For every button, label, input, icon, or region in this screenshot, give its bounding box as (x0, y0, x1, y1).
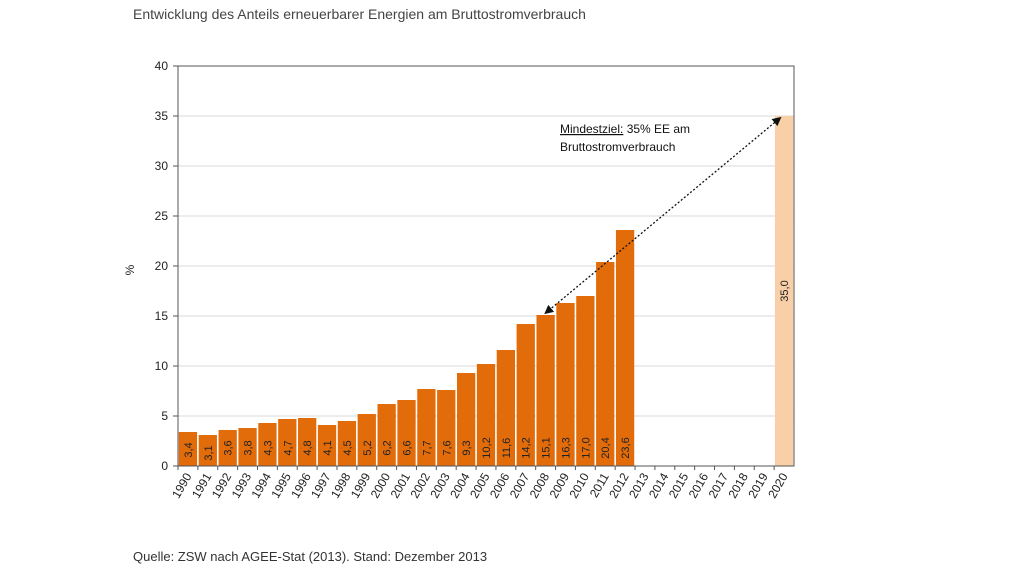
bar-1990 (178, 432, 198, 466)
bar-2005 (476, 364, 496, 466)
bar-value-label: 3,4 (183, 442, 195, 457)
bar-1999 (357, 414, 376, 466)
y-tick-label: 30 (155, 159, 169, 173)
bar-2003 (437, 390, 456, 466)
bar-value-label: 7,6 (441, 440, 453, 455)
bar-value-label: 9,3 (461, 440, 473, 455)
y-tick-label: 5 (161, 409, 168, 423)
x-tick-label: 2015 (666, 470, 692, 500)
y-tick-label: 25 (155, 209, 169, 223)
bar-1994 (258, 423, 277, 466)
x-tick-label: 2003 (427, 470, 453, 500)
x-tick-label: 2008 (527, 470, 553, 500)
bar-value-label: 7,7 (421, 440, 433, 455)
y-tick-label: 20 (155, 259, 169, 273)
y-tick-label: 35 (155, 109, 169, 123)
bar-2001 (397, 400, 416, 466)
x-tick-label: 1993 (229, 470, 255, 500)
y-tick-label: 10 (155, 359, 169, 373)
bar-value-label: 3,8 (243, 440, 255, 455)
x-tick-label: 2010 (566, 470, 592, 500)
x-tick-label: 1997 (308, 470, 334, 500)
x-tick-label: 2013 (626, 470, 652, 500)
bar-value-label: 5,2 (362, 440, 374, 455)
bar-2000 (377, 404, 396, 466)
x-tick-label: 2002 (408, 470, 434, 500)
bar-2007 (516, 324, 535, 466)
y-axis-label: % (123, 264, 137, 275)
x-tick-label: 2006 (487, 470, 513, 500)
bar-value-label: 4,8 (302, 440, 314, 455)
bar-1998 (337, 421, 357, 466)
chart-title: Entwicklung des Anteils erneuerbarer Ene… (133, 6, 586, 22)
bar-2004 (456, 373, 476, 466)
bar-value-label: 17,0 (580, 437, 592, 458)
bar-1992 (218, 430, 237, 466)
x-tick-label: 2004 (447, 470, 473, 500)
x-tick-label: 1996 (288, 470, 314, 500)
bar-value-label: 16,3 (560, 437, 572, 458)
bar-2010 (576, 296, 595, 466)
y-tick-label: 40 (155, 59, 169, 73)
x-tick-label: 2007 (507, 470, 533, 500)
source-note: Quelle: ZSW nach AGEE-Stat (2013). Stand… (133, 549, 488, 564)
bar-2008 (536, 315, 555, 466)
bar-value-label: 20,4 (600, 437, 612, 458)
bar-2006 (496, 350, 516, 466)
x-tick-label: 1998 (328, 470, 354, 500)
bar-2011 (596, 262, 615, 466)
x-tick-label: 2001 (388, 470, 414, 500)
x-tick-label: 1995 (268, 470, 294, 500)
x-tick-label: 1990 (169, 470, 195, 500)
bar-value-label: 6,2 (382, 440, 394, 455)
bar-value-label: 4,3 (262, 440, 274, 455)
x-tick-label: 2020 (765, 470, 791, 500)
bar-value-label: 10,2 (481, 437, 493, 458)
x-tick-label: 1999 (348, 470, 374, 500)
x-tick-label: 1991 (189, 470, 215, 500)
bar-value-label: 6,6 (402, 440, 414, 455)
annotation-line-1: Mindestziel: 35% EE am (560, 122, 690, 136)
x-tick-label: 1992 (209, 470, 235, 500)
target-arrow (544, 116, 782, 315)
bar-2012 (615, 230, 635, 466)
annotation-underlined: Mindestziel: (560, 122, 623, 136)
bar-value-label: 4,5 (342, 440, 354, 455)
bar-value-label: 14,2 (521, 437, 533, 458)
x-tick-label: 2018 (725, 470, 751, 500)
annotation-rest: 35% EE am (623, 122, 690, 136)
y-tick-label: 0 (161, 459, 168, 473)
annotation-line-2: Bruttostromverbrauch (560, 140, 675, 154)
bars: 3,4 3,1 3,6 3,8 4,3 4,7 4,8 4,1 4,5 5,2 6,2 6,6 7,7 7… (178, 116, 794, 466)
bar-2002 (417, 389, 436, 466)
bar-value-label: 4,7 (282, 440, 294, 455)
x-tick-label: 2012 (606, 470, 632, 500)
bar-1993 (238, 428, 257, 466)
x-tick-label: 2017 (706, 470, 732, 500)
bar-value-label: 4,1 (322, 440, 334, 455)
bar-value-label: 3,6 (223, 440, 235, 455)
bar-1997 (317, 425, 337, 466)
x-tick-label: 2005 (467, 470, 493, 500)
y-tick-label: 15 (155, 309, 169, 323)
bar-value-label: 15,1 (541, 437, 553, 458)
bar-value-label: 11,6 (501, 438, 513, 459)
x-tick-label: 2014 (646, 470, 672, 500)
bar-value-label: 3,1 (203, 445, 215, 460)
bar-value-label: 23,6 (620, 437, 632, 458)
bar-1995 (278, 419, 297, 466)
bar-1991 (198, 435, 217, 466)
x-tick-label: 2009 (547, 470, 573, 500)
x-tick-label: 1994 (249, 470, 275, 500)
x-tick-label: 2019 (745, 470, 771, 500)
annotation: Mindestziel: 35% EE am Bruttostromverbrau… (544, 116, 782, 315)
x-tick-label: 2016 (686, 470, 712, 500)
bar-1996 (298, 418, 317, 466)
bar-value-label: 35,0 (779, 280, 791, 301)
bar-2009 (556, 303, 575, 466)
x-tick-label: 2000 (368, 470, 394, 500)
